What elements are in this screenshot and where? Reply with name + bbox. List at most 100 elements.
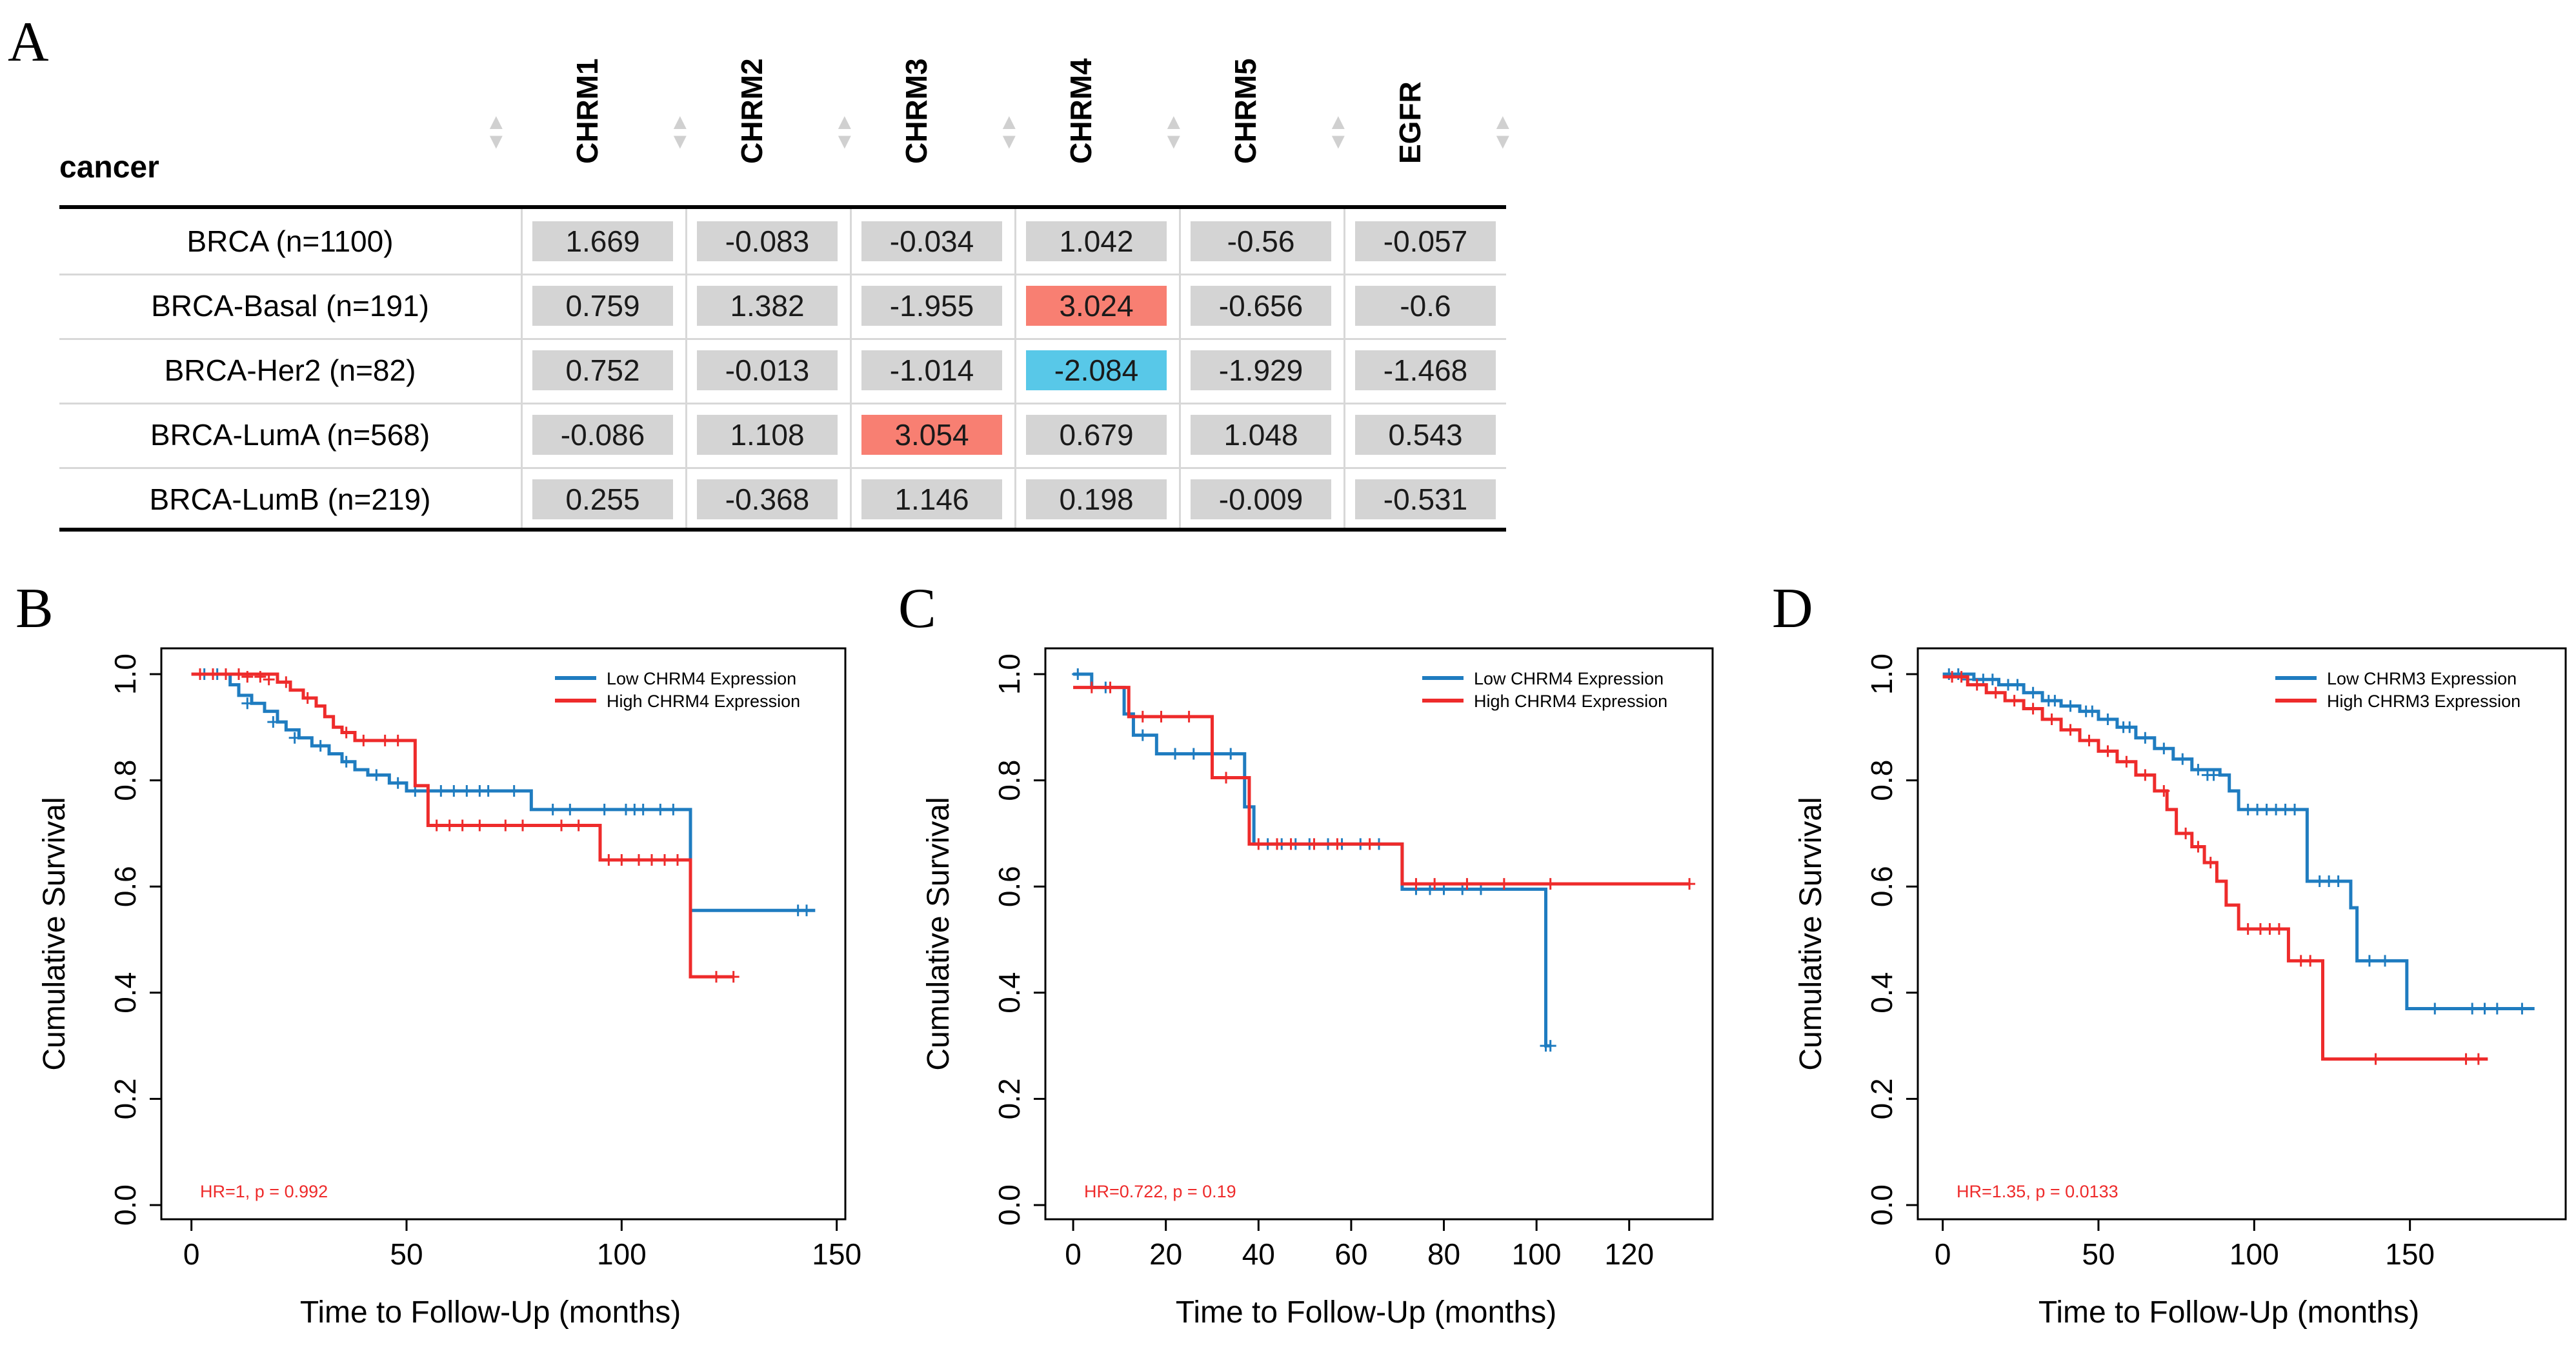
censor-mark: [1429, 878, 1441, 890]
table-cell: 0.679: [1026, 415, 1167, 455]
plot-frame: [160, 647, 847, 1221]
censor-mark: [2064, 700, 2077, 712]
censor-mark: [2466, 1003, 2479, 1015]
row-label: BRCA-Her2 (n=82): [164, 354, 416, 387]
censor-mark: [474, 819, 486, 832]
censor-mark: [727, 971, 740, 983]
censor-mark: [241, 697, 254, 710]
legend-entry: Low CHRM3 Expression: [2327, 669, 2517, 688]
censor-mark: [654, 803, 667, 815]
censor-mark: [572, 819, 585, 832]
censor-mark: [194, 668, 206, 680]
censor-mark: [508, 785, 520, 797]
censor-mark: [357, 734, 370, 746]
x-tick-label: 150: [812, 1237, 861, 1271]
censor-mark: [2120, 755, 2133, 768]
x-tick-label: 60: [1334, 1237, 1367, 1271]
sort-icon[interactable]: ▲ ▼: [669, 110, 691, 154]
censor-mark: [461, 785, 473, 797]
censor-mark: [2124, 721, 2136, 733]
plot-frame: [1917, 647, 2567, 1221]
table-cell: 3.054: [861, 415, 1002, 455]
censor-mark: [1544, 878, 1556, 890]
censor-mark: [233, 668, 245, 680]
censor-mark: [517, 819, 528, 832]
censor-mark: [1072, 668, 1084, 680]
x-tick-label: 0: [183, 1237, 200, 1271]
sort-icon[interactable]: ▲ ▼: [1163, 110, 1185, 154]
censor-mark: [2429, 1003, 2441, 1015]
survival-curve-low: [1942, 672, 2535, 1010]
y-tick-label: 0.0: [108, 1184, 142, 1226]
censor-mark: [2379, 955, 2391, 967]
table-cell: -1.929: [1191, 350, 1331, 390]
table-cell: -1.468: [1355, 350, 1496, 390]
column-divider: [1343, 209, 1345, 528]
y-tick-label: 0.6: [1865, 866, 1898, 907]
censor-mark: [2102, 745, 2114, 757]
censor-mark: [207, 668, 219, 680]
censor-mark: [1104, 681, 1116, 693]
column-divider: [685, 209, 687, 528]
hazard-ratio-annotation: HR=1, p = 0.992: [200, 1182, 328, 1201]
y-tick-label: 0.2: [992, 1078, 1026, 1119]
censor-mark: [2139, 732, 2151, 744]
table-cell: 1.042: [1026, 221, 1167, 261]
legend-entry: Low CHRM4 Expression: [607, 669, 796, 688]
censor-mark: [1684, 878, 1696, 890]
x-axis-label: Time to Follow-Up (months): [1176, 1295, 1556, 1330]
table-cell: 0.752: [532, 350, 673, 390]
censor-mark: [1986, 674, 1998, 686]
censor-mark: [564, 803, 576, 815]
censor-mark: [1225, 748, 1237, 760]
censor-mark: [443, 819, 456, 832]
sort-icon[interactable]: ▲ ▼: [998, 110, 1020, 154]
censor-mark: [2479, 1003, 2491, 1015]
panel-letter-c: C: [898, 577, 936, 640]
sort-icon[interactable]: ▲ ▼: [834, 110, 856, 154]
x-tick-label: 50: [2082, 1237, 2115, 1271]
censor-mark: [1271, 838, 1283, 850]
censor-mark: [2180, 827, 2192, 839]
y-tick-label: 0.8: [1865, 760, 1898, 801]
table-cell: -0.656: [1191, 286, 1331, 326]
censor-mark: [1253, 838, 1265, 850]
table-cell: 0.255: [532, 479, 673, 519]
row-divider: [59, 338, 1506, 340]
censor-mark: [392, 777, 404, 789]
x-tick-label: 100: [2229, 1237, 2279, 1271]
censor-mark: [2046, 713, 2058, 725]
x-axis-label: Time to Follow-Up (months): [2038, 1295, 2419, 1330]
table-cell: -2.084: [1026, 350, 1167, 390]
panel-letter-d: D: [1772, 577, 1813, 640]
censor-mark: [2158, 785, 2170, 797]
censor-mark: [430, 819, 443, 832]
censor-mark: [1410, 878, 1422, 890]
censor-mark: [2460, 1053, 2472, 1065]
row-label: BRCA-LumA (n=568): [150, 418, 430, 452]
table-cell: -1.014: [861, 350, 1002, 390]
censor-mark: [2332, 875, 2344, 887]
x-axis-label: Time to Follow-Up (months): [300, 1295, 681, 1330]
x-tick-label: 0: [1935, 1237, 1951, 1271]
sort-icon[interactable]: ▲ ▼: [1327, 110, 1349, 154]
x-tick-label: 0: [1065, 1237, 1082, 1271]
censor-mark: [370, 769, 383, 781]
censor-mark: [340, 755, 352, 768]
table-cell: -0.013: [697, 350, 838, 390]
censor-mark: [801, 904, 812, 917]
legend-entry: High CHRM4 Expression: [607, 692, 800, 711]
y-tick-label: 0.2: [108, 1078, 142, 1119]
censor-mark: [241, 671, 254, 683]
y-tick-label: 0.4: [108, 972, 142, 1013]
sort-icon[interactable]: ▲ ▼: [485, 110, 507, 154]
y-tick-label: 0.2: [1865, 1078, 1898, 1119]
censor-mark: [2158, 743, 2170, 755]
sort-icon[interactable]: ▲ ▼: [1492, 110, 1514, 154]
row-label: BRCA-Basal (n=191): [151, 289, 429, 323]
censor-mark: [2208, 769, 2220, 781]
censor-mark: [1187, 748, 1200, 760]
row-divider: [59, 467, 1506, 469]
survival-curve-high: [191, 672, 734, 979]
